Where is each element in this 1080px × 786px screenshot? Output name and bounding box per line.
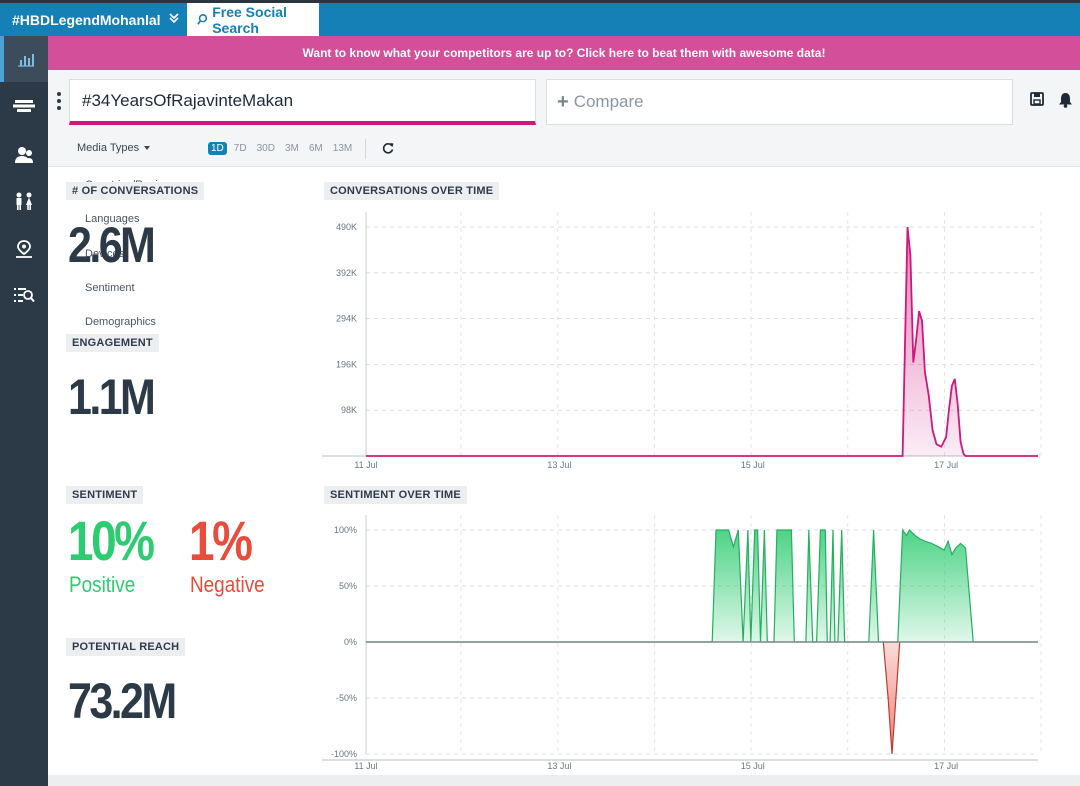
- stream-icon: [13, 100, 35, 112]
- engagement-value: 1.1M: [68, 369, 156, 425]
- y-tick-label: 100%: [334, 525, 357, 535]
- y-tick-label: 196K: [336, 359, 357, 369]
- sidebar: [0, 36, 48, 786]
- menu-item-languages[interactable]: Languages: [85, 213, 140, 225]
- menu-item-demographics[interactable]: Demographics: [85, 316, 156, 328]
- range-3m[interactable]: 3M: [284, 143, 299, 154]
- y-tick-label: -50%: [336, 693, 357, 703]
- caret-down-icon: [144, 146, 151, 151]
- negative-sentiment-line: [882, 641, 901, 755]
- reach-value: 73.2M: [68, 673, 177, 729]
- promo-banner[interactable]: Want to know what your competitors are u…: [48, 36, 1080, 70]
- bottom-scrollbar: [48, 775, 1080, 786]
- map-pin-icon: [16, 240, 32, 258]
- negative-sentiment-area: [883, 642, 900, 754]
- positive-value: 10%: [68, 509, 155, 572]
- date-range-selector: 1D 7D 30D 3M 6M 13M: [208, 142, 359, 155]
- sentiment-chart-title: SENTIMENT OVER TIME: [324, 486, 467, 504]
- tab-free-social-search[interactable]: Free Social Search: [187, 3, 319, 36]
- menu-item-sentiment[interactable]: Sentiment: [85, 282, 135, 294]
- y-tick-label: -100%: [331, 749, 357, 759]
- top-tab-bar: #HBDLegendMohanlal Free Social Search: [0, 0, 1080, 36]
- save-icon[interactable]: [1030, 92, 1044, 106]
- y-tick-label: 50%: [339, 581, 357, 591]
- x-tick-label: 11 Jul: [354, 761, 377, 771]
- x-tick-label: 17 Jul: [934, 761, 958, 771]
- promo-banner-text: Want to know what your competitors are u…: [302, 46, 826, 60]
- tab-title: #HBDLegendMohanlal: [12, 11, 161, 28]
- sidebar-item-stream[interactable]: [0, 83, 48, 129]
- divider: [365, 139, 366, 159]
- refresh-icon[interactable]: [382, 142, 394, 154]
- bell-icon[interactable]: [1058, 92, 1073, 108]
- search-icon: [197, 14, 208, 25]
- conversations-line: [366, 226, 1038, 457]
- x-tick-label: 13 Jul: [547, 460, 571, 470]
- range-30d[interactable]: 30D: [256, 143, 275, 154]
- media-types-label: Media Types: [77, 142, 140, 154]
- reach-label: POTENTIAL REACH: [66, 638, 186, 656]
- media-types-dropdown[interactable]: Media Types: [77, 142, 151, 154]
- people-icon: [16, 192, 32, 210]
- negative-label: Negative: [190, 572, 265, 597]
- engagement-label: ENGAGEMENT: [66, 334, 159, 352]
- x-tick-label: 17 Jul: [934, 460, 958, 470]
- search-query-text: #34YearsOfRajavinteMakan: [82, 90, 294, 110]
- conversations-chart-title: CONVERSATIONS OVER TIME: [324, 182, 500, 200]
- sentiment-over-time-chart: 100% 50% 0% -50% -100% 11 Jul 13 Jul 15 Jul 17 J…: [322, 515, 1042, 771]
- plus-icon: +: [557, 90, 569, 113]
- range-13m[interactable]: 13M: [332, 143, 353, 154]
- sidebar-item-search-list[interactable]: [0, 272, 48, 318]
- search-query-field[interactable]: #34YearsOfRajavinteMakan: [69, 79, 536, 125]
- x-tick-label: 11 Jul: [354, 460, 377, 470]
- y-tick-label: 392K: [336, 268, 357, 278]
- more-options-icon[interactable]: [57, 92, 61, 113]
- filter-row: Media Types 1D 7D 30D 3M 6M 13M: [48, 132, 1080, 167]
- y-tick-label: 490K: [336, 222, 357, 232]
- y-tick-label: 294K: [336, 314, 357, 324]
- menu-item-devices[interactable]: Devices: [85, 248, 125, 260]
- users-icon: [15, 147, 33, 163]
- conversations-label: # OF CONVERSATIONS: [66, 182, 205, 200]
- tab-free-label: Free Social Search: [212, 3, 287, 36]
- range-6m[interactable]: 6M: [308, 143, 323, 154]
- tab-hbdlegendmohanlal[interactable]: #HBDLegendMohanlal: [0, 3, 186, 36]
- sidebar-item-influencers[interactable]: [0, 132, 48, 178]
- search-row: #34YearsOfRajavinteMakan + Compare: [48, 70, 1080, 132]
- x-tick-label: 15 Jul: [741, 460, 765, 470]
- range-7d[interactable]: 7D: [233, 143, 247, 154]
- conversations-value: 2.6M: [68, 217, 156, 273]
- y-tick-label: 0%: [344, 637, 357, 647]
- compare-field[interactable]: + Compare: [546, 79, 1013, 125]
- conversations-area: [366, 227, 1038, 456]
- sidebar-item-demographics[interactable]: [0, 178, 48, 224]
- compare-placeholder: Compare: [573, 92, 644, 111]
- x-tick-label: 13 Jul: [547, 761, 571, 771]
- sidebar-item-analytics[interactable]: [0, 36, 48, 82]
- y-tick-label: 98K: [341, 405, 357, 415]
- double-chevron-down-icon[interactable]: [168, 12, 180, 24]
- list-search-icon: [14, 288, 35, 303]
- sidebar-item-locations[interactable]: [0, 226, 48, 272]
- conversations-over-time-chart: 98K 196K 294K 392K 490K 11 Jul 13 Jul 15 Jul 17 …: [322, 212, 1042, 470]
- sentiment-label: SENTIMENT: [66, 486, 144, 504]
- range-1d[interactable]: 1D: [208, 142, 227, 155]
- x-tick-label: 15 Jul: [741, 761, 765, 771]
- negative-value: 1%: [189, 509, 253, 572]
- bar-chart-icon: [18, 54, 34, 67]
- positive-label: Positive: [69, 572, 136, 597]
